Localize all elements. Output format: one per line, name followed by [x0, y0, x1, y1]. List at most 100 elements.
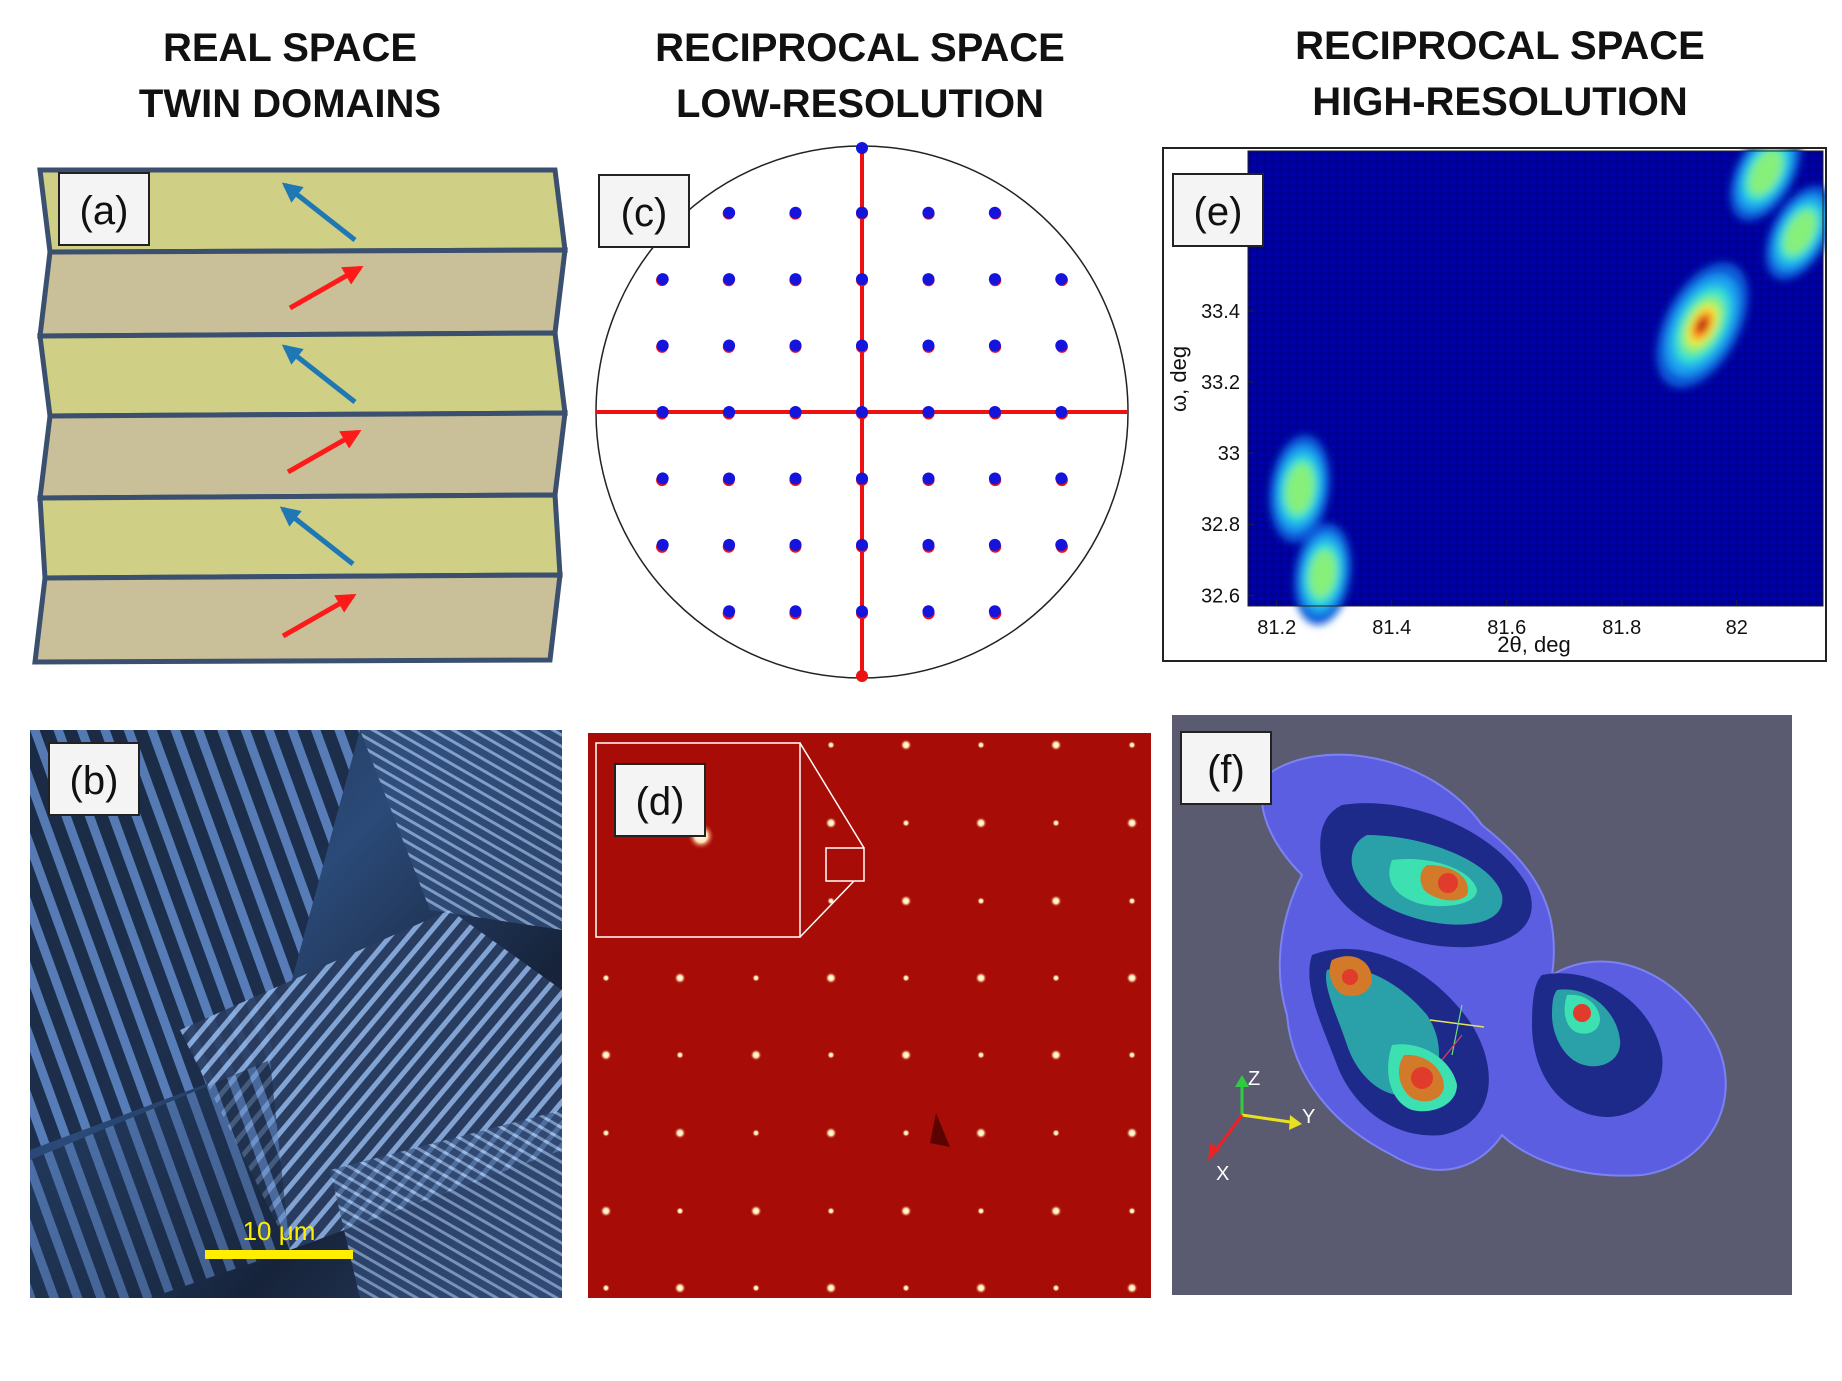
panel-label: (a) [58, 172, 150, 246]
lattice-spot-blue [988, 472, 1001, 485]
isosurface-core [1573, 1004, 1591, 1022]
panel-label: (b) [48, 742, 140, 816]
lattice-spot-blue [723, 472, 736, 485]
heatmap-peak-contour [1783, 210, 1817, 255]
lattice-spot-blue [656, 472, 669, 485]
panel-c-low-resolution-map: (c) [590, 140, 1135, 685]
diffraction-spot [1050, 895, 1062, 907]
lattice-spot-blue [922, 538, 935, 551]
header-line: TWIN DOMAINS [138, 82, 442, 126]
diffraction-spot [827, 741, 835, 749]
diffraction-spot [1050, 739, 1062, 751]
diffraction-spot [825, 972, 837, 984]
isosurface-core [1411, 1067, 1433, 1089]
heatmap-peak-contour [1309, 550, 1337, 598]
diffraction-spot [977, 1207, 985, 1215]
scale-bar-label: 10 μm [243, 1216, 316, 1246]
axis-x-label: X [1216, 1163, 1229, 1185]
diffraction-spot [676, 1051, 684, 1059]
lattice-spot-blue [922, 406, 935, 418]
lattice-spot-blue [988, 605, 1001, 618]
diffraction-pattern [588, 733, 1151, 1298]
diffraction-spot [902, 819, 910, 827]
diffraction-spot [827, 1207, 835, 1215]
micrograph-image: 10 μm [30, 730, 562, 1298]
lattice-spot-blue [789, 538, 802, 551]
lattice-spot-blue [1055, 273, 1068, 286]
diffraction-spot [975, 1282, 987, 1294]
diffraction-spot [750, 1205, 762, 1217]
lattice-spot-blue [922, 339, 935, 352]
diffraction-spot [1052, 1284, 1060, 1292]
lattice-spot-blue [789, 406, 802, 418]
panel-d-diffraction-image: (d) [588, 733, 1151, 1298]
panel-label: (c) [598, 174, 690, 248]
axis-marker [1451, 1004, 1463, 1056]
diffraction-spot [602, 1129, 610, 1137]
lattice-spot-blue [1055, 472, 1068, 485]
diffraction-spot [1050, 1205, 1062, 1217]
lattice-spot-blue [1055, 538, 1068, 551]
domain-stripe [37, 247, 568, 339]
diffraction-spot [825, 1282, 837, 1294]
lattice-spot-blue [1055, 339, 1068, 352]
lattice-spot-blue [656, 273, 669, 286]
heatmap-peak-contour [1285, 463, 1315, 515]
axis-marker [1429, 1019, 1485, 1028]
y-axis-label: ω, deg [1166, 346, 1191, 412]
y-tick-label: 32.8 [1201, 514, 1240, 536]
lattice-spot-blue [922, 273, 935, 286]
rsm-heatmap: 81.281.481.681.88232.632.83333.233.433.6… [1166, 149, 1825, 657]
header-line: HIGH-RESOLUTION [1312, 80, 1688, 124]
panel-a-twin-domains: (a) [30, 160, 570, 670]
y-tick-label: 33.2 [1201, 372, 1240, 394]
diffraction-spot [902, 1284, 910, 1292]
y-tick-label: 33 [1218, 443, 1240, 465]
lattice-spot-blue [723, 339, 736, 352]
polarization-arrow-red [288, 265, 364, 311]
y-tick-label: 33.4 [1201, 301, 1240, 323]
diffraction-spot [900, 1049, 912, 1061]
polarization-arrow-red [281, 593, 357, 639]
diffraction-spot [1128, 741, 1136, 749]
diffraction-spot [977, 897, 985, 905]
x-tick-label: 81.8 [1602, 617, 1641, 639]
lattice-spot-blue [723, 206, 736, 219]
diffraction-spot [1050, 1049, 1062, 1061]
diffraction-spot [902, 974, 910, 982]
lattice-spot-blue [789, 605, 802, 618]
lattice-spot-red [856, 670, 868, 682]
lattice-spot-blue [856, 605, 868, 618]
axis-x-arrowhead [1208, 1143, 1220, 1161]
panel-b-micrograph: 10 μm (b) [30, 730, 562, 1298]
axis-y-arrowhead [1289, 1115, 1302, 1130]
diffraction-spot [752, 1129, 760, 1137]
header-line: REAL SPACE [162, 26, 418, 70]
diffraction-spot [600, 1205, 612, 1217]
axis-y-line [1241, 1113, 1298, 1125]
lattice-spot-blue [856, 142, 868, 154]
lattice-spot-blue [856, 472, 868, 485]
diffraction-spot [1126, 972, 1138, 984]
diffraction-spot [1052, 974, 1060, 982]
axis-y-label: Y [1302, 1106, 1315, 1128]
lattice-spot-blue [988, 339, 1001, 352]
lattice-spot-blue [789, 472, 802, 485]
domain-stripe [37, 410, 568, 501]
panel-f-3d-isosurface: Z Y X (f) [1172, 715, 1792, 1295]
axis-z-label: Z [1248, 1068, 1260, 1090]
panel-e-reciprocal-space-map: 81.281.481.681.88232.632.83333.233.433.6… [1162, 147, 1827, 662]
diffraction-spot [674, 1127, 686, 1139]
detector-shadow [930, 1113, 950, 1147]
domain-stripe [32, 572, 563, 665]
lattice-spot-blue [1055, 406, 1068, 418]
lattice-spot-blue [922, 206, 935, 219]
lattice-spot-blue [922, 472, 935, 485]
header-line: RECIPROCAL SPACE [655, 26, 1065, 70]
twin-domain-diagram [32, 167, 568, 665]
axis-x-line [1212, 1114, 1244, 1154]
diffraction-spot [674, 1282, 686, 1294]
heatmap-peak-contour [1698, 320, 1706, 331]
diffraction-spot [900, 739, 912, 751]
diffraction-spot [900, 1205, 912, 1217]
